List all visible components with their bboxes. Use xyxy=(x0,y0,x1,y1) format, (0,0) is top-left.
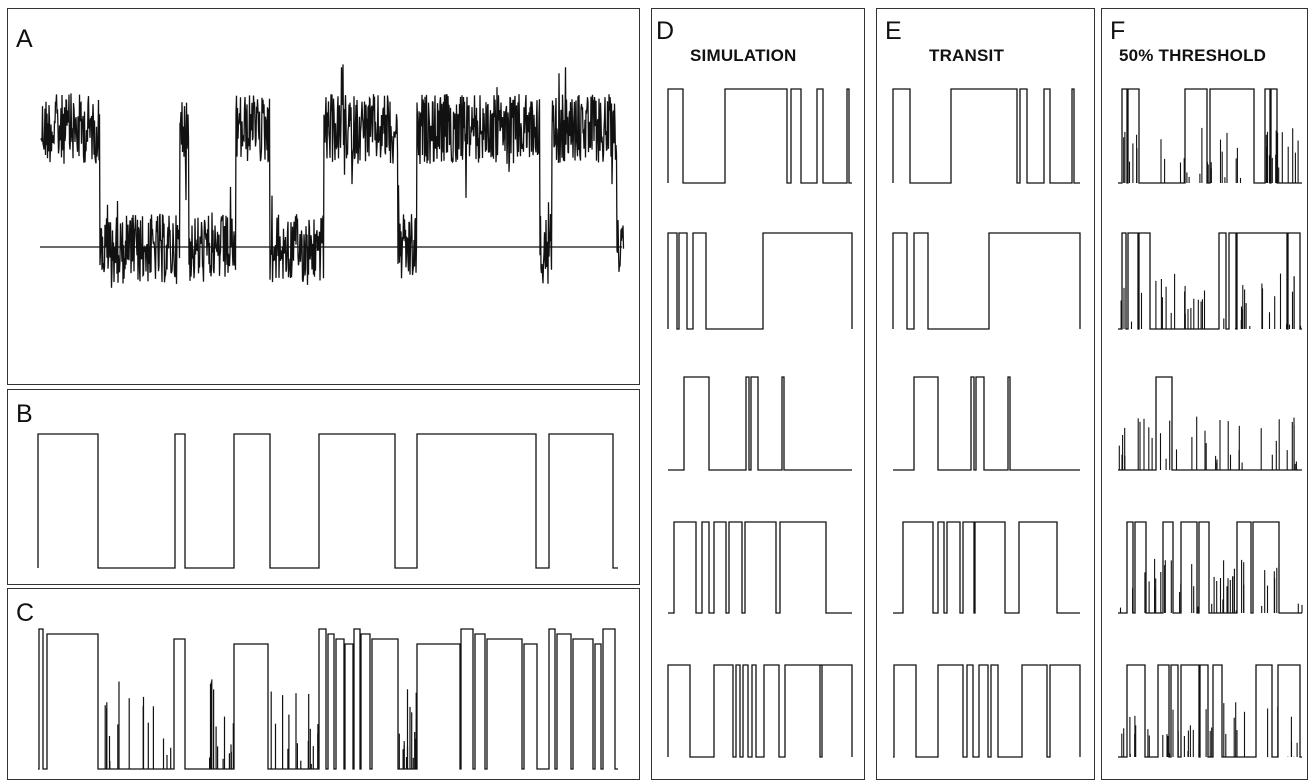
panel-title-transit: TRANSIT xyxy=(929,46,1005,65)
panel-e: E TRANSIT xyxy=(876,8,1095,780)
simulation-traces xyxy=(667,88,853,758)
panel-title-simulation: SIMULATION xyxy=(690,46,797,65)
idealized-steps xyxy=(37,433,618,569)
threshold-traces xyxy=(1118,88,1303,758)
panel-label-e: E xyxy=(885,17,902,45)
trace-row-3 xyxy=(1118,376,1302,471)
panel-label-f: F xyxy=(1110,17,1126,45)
noisy-current-trace xyxy=(40,64,625,288)
panel-f: F 50% THRESHOLD xyxy=(1101,8,1308,780)
trace-row-2 xyxy=(667,232,853,330)
panel-d: D SIMULATION xyxy=(651,8,865,780)
panel-c: C xyxy=(7,588,640,780)
trace-row-1 xyxy=(1118,88,1302,184)
trace-row-2 xyxy=(892,232,1081,330)
panel-label-b: B xyxy=(16,400,33,428)
panel-b: B xyxy=(7,389,640,585)
panel-label-a: A xyxy=(16,25,33,53)
trace-row-5 xyxy=(667,664,853,758)
panel-label-d: D xyxy=(656,17,675,45)
threshold-record-trace xyxy=(38,628,618,770)
trace-row-1 xyxy=(667,88,852,184)
idealized-record-trace xyxy=(37,433,618,569)
transit-traces xyxy=(892,88,1081,758)
panel-a: A xyxy=(7,8,640,385)
raw-current-trace xyxy=(40,64,625,288)
trace-row-3 xyxy=(893,376,1080,471)
trace-row-1 xyxy=(892,88,1080,184)
trace-row-4 xyxy=(668,521,852,614)
trace-row-4 xyxy=(1118,521,1302,614)
trace-row-3 xyxy=(668,376,852,471)
trace-row-2 xyxy=(1118,232,1302,330)
threshold-steps xyxy=(38,628,618,770)
trace-row-4 xyxy=(893,521,1080,614)
trace-row-5 xyxy=(893,664,1081,758)
panel-label-c: C xyxy=(16,599,35,627)
panel-title-50-threshold: 50% THRESHOLD xyxy=(1119,46,1267,65)
